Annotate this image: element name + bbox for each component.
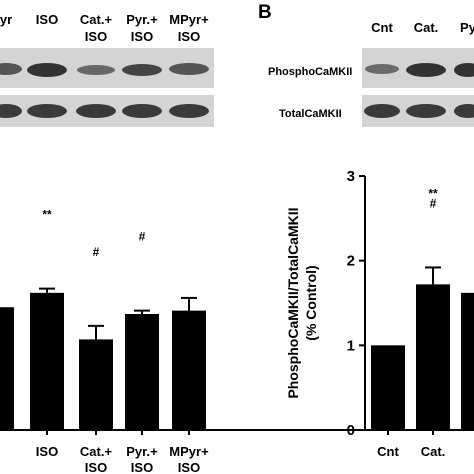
y-tick-label: 1 [347,337,355,354]
blot-band [27,63,67,77]
blot-a [0,48,214,127]
y-tick-label: 2 [347,253,355,270]
y-tick-label: 0 [347,422,355,439]
blot-band [0,63,22,75]
blot-a-lane-label: ISO [36,12,58,27]
significance-marker: ** [428,186,438,200]
x-category-label: ISO [178,460,200,474]
x-category-label: ISO [131,460,153,474]
blot-a-lane-label: Cat.+ [80,12,113,27]
significance-marker: # [93,245,100,259]
blot-band [27,104,67,118]
blot-b-row-label-phospho: PhosphoCaMKII [268,66,352,78]
blot-b-lane-labels: Cnt Cat. Py [371,20,474,35]
bar [371,345,405,430]
blot-b-row-label-total: TotalCaMKII [279,108,342,120]
x-category-label: ISO [36,444,58,459]
significance-marker: # [139,230,146,244]
bar [0,307,14,430]
y-axis-label: PhosphoCaMKII/TotalCaMKII [285,207,301,398]
x-category-label: ISO [85,460,107,474]
blot-band [406,104,446,118]
blot-band [169,63,209,75]
blot-band [122,104,162,118]
blot-a-lane-label: ISO [131,29,153,44]
blot-band [454,63,474,77]
x-category-label: Cnt [377,444,399,459]
x-category-label: Cat.+ [80,444,113,459]
bar [125,314,159,430]
blot-band [365,64,399,74]
bar [79,339,113,430]
bar [172,310,206,430]
blot-band [0,104,22,118]
blot-a-lane-label: Pyr.+ [126,12,158,27]
blot-b [362,48,474,127]
blot-band [77,65,115,75]
panel-b-letter: B [258,2,272,23]
blot-band [76,104,116,118]
y-tick-label: 3 [347,168,355,185]
blot-b-lane-label: Py [460,20,474,35]
blot-band [406,63,446,77]
blot-band [122,64,162,76]
bar [416,284,450,430]
y-axis-label: (% Control) [303,265,319,340]
significance-marker: ** [42,208,52,222]
blot-a-lane-label: ISO [85,29,107,44]
blot-a-lane-labels: yr ISO Cat.+ ISO Pyr.+ ISO MPyr+ ISO [0,12,209,44]
x-category-label: Cat. [421,444,446,459]
blot-a-lane-label: yr [0,12,12,27]
bar [30,292,64,430]
x-category-label: Pyr.+ [126,444,158,459]
blot-b-lane-label: Cnt [371,20,393,35]
x-category-label: MPyr+ [169,444,209,459]
blot-band [454,104,474,118]
bar [461,292,474,430]
blot-band [169,104,209,118]
blot-b-lane-label: Cat. [414,20,439,35]
chart-b: 0123Cnt**#Cat.PPhosphoCaMKII/TotalCaMKII… [285,168,474,459]
blot-a-lane-label: ISO [178,29,200,44]
blot-a-lane-label: MPyr+ [169,12,209,27]
significance-marker: # [430,196,437,210]
blot-band [364,104,400,118]
